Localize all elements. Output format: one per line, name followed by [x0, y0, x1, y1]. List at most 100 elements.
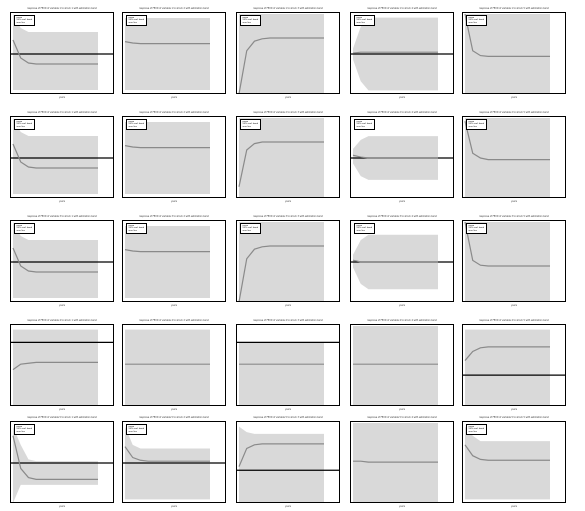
plot-svg: [464, 118, 550, 197]
x-axis-label: years: [398, 304, 406, 307]
panel-3-2: response of FEVD of variable 3 to shock …: [122, 214, 226, 310]
plot-area: [122, 324, 226, 406]
legend-entry: mean: [16, 120, 23, 123]
mean-line: [352, 51, 438, 54]
panel-title: response of FEVD of variable 3 to shock …: [479, 215, 549, 218]
legend-entry: 95% conf. band: [128, 123, 145, 126]
mean-line: [352, 259, 438, 263]
legend-entry: zero line: [128, 125, 138, 128]
x-axis-label: years: [58, 96, 66, 99]
legend-entry: zero line: [468, 430, 478, 433]
x-axis-label: years: [398, 408, 406, 411]
panel-title: response of FEVD of variable 3 to shock …: [27, 215, 97, 218]
x-axis-label: years: [510, 505, 518, 508]
panel-title: response of FEVD of variable 4 to shock …: [479, 319, 549, 322]
plot-svg: [238, 14, 324, 93]
confidence-band: [239, 426, 324, 502]
panel-1-3: response of FEVD of variable 1 to shock …: [236, 6, 340, 102]
mean-line: [12, 143, 98, 169]
plot-svg: [11, 426, 113, 502]
legend-entry: mean: [242, 224, 249, 227]
plot-svg: [124, 18, 210, 90]
panel-4-4: response of FEVD of variable 4 to shock …: [350, 318, 454, 414]
legend-entry: mean: [128, 16, 135, 19]
legend: mean 95% conf. band zero line: [354, 119, 375, 130]
mean-line: [124, 145, 210, 149]
x-axis-label: years: [284, 505, 292, 508]
plot-area: mean 95% conf. band zero line: [462, 421, 566, 503]
plot-area: mean 95% conf. band zero line: [10, 220, 114, 302]
plot-area: mean 95% conf. band zero line: [10, 421, 114, 503]
legend-entry: mean: [468, 16, 475, 19]
legend: mean 95% conf. band zero line: [126, 424, 147, 435]
x-axis-label: years: [58, 304, 66, 307]
x-axis-label: years: [398, 96, 406, 99]
legend-entry: zero line: [16, 229, 26, 232]
legend-entry: 95% conf. band: [468, 227, 485, 230]
x-axis-label: years: [284, 304, 292, 307]
plot-svg: [11, 329, 113, 405]
plot-area: mean 95% conf. band zero line: [236, 116, 340, 198]
legend: mean 95% conf. band zero line: [126, 223, 147, 234]
legend-entry: 95% conf. band: [356, 227, 373, 230]
x-axis-label: years: [398, 200, 406, 203]
legend-entry: 95% conf. band: [128, 227, 145, 230]
legend: mean 95% conf. band zero line: [466, 223, 487, 234]
legend-entry: mean: [16, 16, 23, 19]
x-axis-label: years: [284, 408, 292, 411]
plot-svg: [351, 136, 453, 180]
mean-line: [352, 154, 438, 159]
x-axis-label: years: [510, 408, 518, 411]
panel-title: response of FEVD of variable 2 to shock …: [139, 111, 209, 114]
panel-title: response of FEVD of variable 5 to shock …: [367, 416, 437, 419]
plot-svg: [125, 329, 210, 405]
confidence-band: [125, 226, 210, 298]
confidence-band: [239, 118, 324, 197]
panel-title: response of FEVD of variable 5 to shock …: [27, 416, 97, 419]
plot-area: mean 95% conf. band zero line: [10, 116, 114, 198]
plot-svg: [11, 14, 113, 90]
legend-entry: zero line: [468, 21, 478, 24]
mean-line: [464, 13, 550, 57]
panel-title: response of FEVD of variable 4 to shock …: [139, 319, 209, 322]
legend: mean 95% conf. band zero line: [354, 15, 375, 26]
plot-svg: [464, 426, 550, 500]
plot-area: mean 95% conf. band zero line: [122, 220, 226, 302]
panel-1-5: response of FEVD of variable 1 to shock …: [462, 6, 566, 102]
panel-1-2: response of FEVD of variable 1 to shock …: [122, 6, 226, 102]
legend-entry: zero line: [356, 229, 366, 232]
legend-entry: zero line: [468, 125, 478, 128]
legend-entry: zero line: [128, 430, 138, 433]
legend: mean 95% conf. band zero line: [466, 424, 487, 435]
mean-line: [464, 346, 550, 361]
plot-svg: [238, 118, 324, 197]
panel-title: response of FEVD of variable 1 to shock …: [479, 7, 549, 10]
x-axis-label: years: [58, 408, 66, 411]
plot-svg: [463, 329, 565, 405]
plot-svg: [464, 221, 550, 301]
legend-entry: mean: [468, 120, 475, 123]
panel-3-5: response of FEVD of variable 3 to shock …: [462, 214, 566, 310]
panel-1-1: response of FEVD of variable 1 to shock …: [10, 6, 114, 102]
mean-line: [353, 460, 438, 463]
plot-area: [350, 324, 454, 406]
plot-area: mean 95% conf. band zero line: [462, 220, 566, 302]
panel-title: response of FEVD of variable 2 to shock …: [367, 111, 437, 114]
plot-svg: [351, 234, 453, 290]
x-axis-label: years: [284, 96, 292, 99]
legend-entry: mean: [468, 224, 475, 227]
panel-title: response of FEVD of variable 1 to shock …: [253, 7, 323, 10]
mean-line: [12, 247, 98, 273]
panel-title: response of FEVD of variable 2 to shock …: [253, 111, 323, 114]
confidence-band: [465, 118, 550, 197]
panel-3-1: response of FEVD of variable 3 to shock …: [10, 214, 114, 310]
plot-area: mean 95% conf. band zero line: [350, 12, 454, 94]
panel-2-3: response of FEVD of variable 2 to shock …: [236, 110, 340, 206]
plot-area: mean 95% conf. band zero line: [122, 421, 226, 503]
legend-entry: zero line: [16, 125, 26, 128]
confidence-band: [465, 14, 550, 93]
legend-entry: zero line: [356, 125, 366, 128]
mean-line: [12, 361, 98, 371]
mean-line: [12, 435, 98, 480]
plot-area: [462, 324, 566, 406]
